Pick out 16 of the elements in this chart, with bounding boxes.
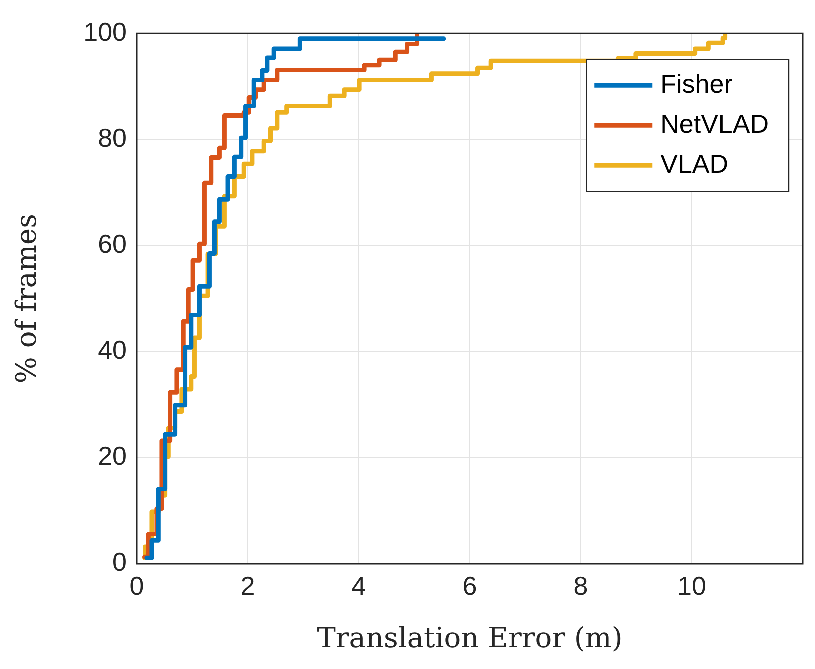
legend-label: Fisher — [660, 68, 734, 99]
y-tick-label: 60 — [98, 228, 127, 259]
x-axis-title: Translation Error (m) — [317, 621, 623, 654]
y-tick-label: 20 — [98, 441, 127, 472]
y-tick-label: 80 — [98, 122, 127, 153]
x-tick-label: 2 — [240, 570, 256, 601]
x-tick-label: 4 — [352, 570, 366, 601]
legend-label: NetVLAD — [660, 108, 770, 139]
x-tick-label: 10 — [678, 570, 706, 601]
y-axis-title: % of frames — [10, 214, 44, 384]
x-tick-label: 6 — [462, 570, 478, 601]
y-tick-label: 40 — [98, 335, 127, 366]
legend-label: VLAD — [660, 148, 729, 179]
y-tick-label: 100 — [84, 16, 127, 47]
y-tick-label: 0 — [112, 547, 127, 578]
x-tick-label: 8 — [574, 570, 588, 601]
